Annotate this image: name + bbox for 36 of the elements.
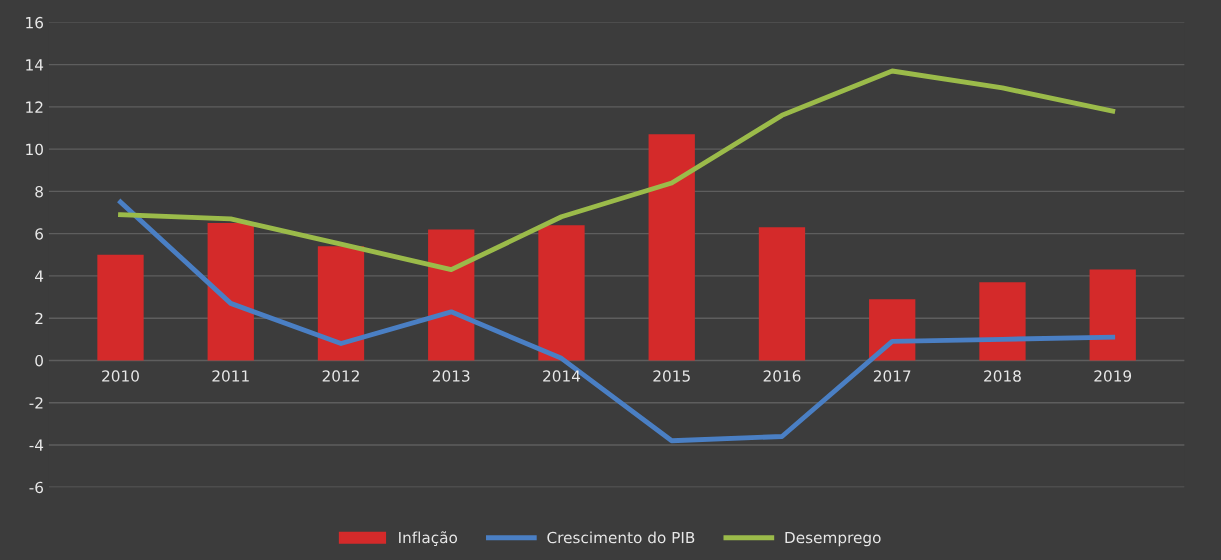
bar bbox=[758, 227, 806, 361]
legend-label: Inflação bbox=[399, 531, 458, 547]
y-tick-label: -4 bbox=[29, 439, 44, 451]
y-tick-label: 14 bbox=[26, 59, 44, 71]
x-tick-label: 2019 bbox=[1094, 370, 1132, 382]
legend-label: Crescimento do PIB bbox=[547, 531, 695, 544]
y-tick-label: 4 bbox=[35, 270, 44, 282]
y-tick-label: 10 bbox=[26, 143, 43, 156]
y-tick-label: 2 bbox=[35, 312, 43, 324]
y-tick-label: 12 bbox=[26, 101, 43, 113]
y-tick-label: 16 bbox=[26, 16, 44, 29]
bar bbox=[869, 299, 916, 361]
x-tick-label: 2012 bbox=[322, 370, 359, 382]
y-tick-label: -2 bbox=[29, 397, 43, 409]
bar bbox=[317, 246, 365, 361]
bar bbox=[97, 254, 144, 361]
y-tick-label: 6 bbox=[35, 228, 44, 240]
x-tick-label: 2010 bbox=[102, 370, 139, 382]
x-tick-label: 2015 bbox=[653, 370, 690, 382]
bar bbox=[648, 134, 695, 361]
x-tick-label: 2013 bbox=[432, 370, 470, 382]
bar bbox=[1089, 269, 1136, 361]
line-series bbox=[118, 68, 1116, 273]
x-tick-label: 2011 bbox=[212, 370, 249, 382]
legend-label: Desemprego bbox=[785, 531, 881, 547]
x-tick-label: 2017 bbox=[873, 370, 911, 382]
y-tick-label: 0 bbox=[35, 354, 43, 367]
x-tick-label: 2014 bbox=[543, 370, 581, 382]
y-tick-label: 8 bbox=[35, 185, 43, 198]
bar bbox=[207, 223, 254, 361]
bar bbox=[428, 229, 475, 361]
bar bbox=[979, 282, 1026, 361]
x-tick-label: 2018 bbox=[984, 370, 1021, 382]
bar bbox=[538, 225, 585, 361]
x-tick-label: 2016 bbox=[763, 370, 801, 382]
y-tick-label: -6 bbox=[29, 481, 44, 494]
